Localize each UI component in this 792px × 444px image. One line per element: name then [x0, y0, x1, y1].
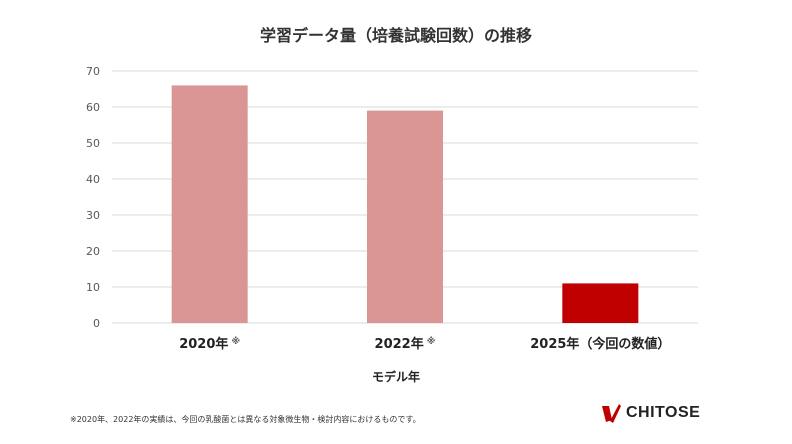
x-category-label: 2020年 ※: [179, 336, 240, 352]
footnote: ※2020年、2022年の実績は、今回の乳酸菌とは異なる対象微生物・検討内容にお…: [70, 415, 421, 424]
y-tick-label: 0: [93, 317, 100, 330]
x-category-note-mark: ※: [231, 336, 240, 347]
bar-0: [171, 85, 248, 324]
y-tick-label: 20: [86, 245, 100, 258]
y-tick-label: 40: [86, 173, 100, 186]
x-axis-title: モデル年: [371, 370, 420, 384]
bar-1: [367, 110, 443, 323]
chitose-logo: CHITOSE: [600, 402, 700, 424]
chart-title: 学習データ量（培養試験回数）の推移: [259, 26, 532, 45]
bars: [171, 85, 639, 324]
x-category-label: 2022年 ※: [375, 336, 436, 352]
bar-2: [562, 283, 639, 323]
y-tick-label: 70: [86, 65, 100, 78]
x-category-label: 2025年（今回の数値）: [530, 336, 670, 352]
y-axis-ticks: 0 10 20 30 40 50 60 70: [86, 65, 100, 330]
chitose-logo-icon: [602, 404, 621, 423]
y-tick-label: 60: [86, 101, 100, 114]
x-category-note-mark: ※: [427, 336, 436, 347]
x-axis-labels: 2020年 ※ 2022年 ※ 2025年（今回の数値）: [179, 336, 670, 352]
y-tick-label: 50: [86, 137, 100, 150]
logo-text: CHITOSE: [626, 404, 701, 421]
y-tick-label: 30: [86, 209, 100, 222]
y-tick-label: 10: [86, 281, 100, 294]
